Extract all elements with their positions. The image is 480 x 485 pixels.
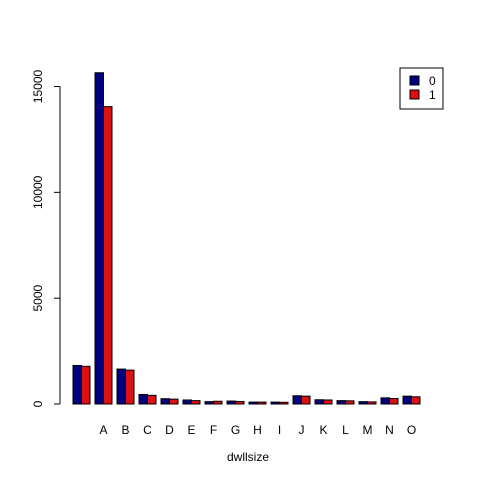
bar-J-series-1 <box>301 395 311 405</box>
bar-O-series-0 <box>402 395 412 405</box>
y-tick-label: 15000 <box>31 70 45 104</box>
bar-A-series-0 <box>94 72 104 405</box>
bar-G-series-0 <box>226 400 236 405</box>
bar-F-series-1 <box>213 400 223 405</box>
bar-O-series-1 <box>411 396 421 405</box>
legend-box <box>399 67 444 110</box>
bar-E-series-1 <box>191 400 201 405</box>
bar-B-series-0 <box>116 368 126 405</box>
x-tick-label-C: C <box>143 423 152 437</box>
legend-swatch-1 <box>409 89 420 100</box>
bar-C-series-1 <box>147 394 157 405</box>
bar-D-series-0 <box>160 398 170 405</box>
x-tick-label-B: B <box>121 423 129 437</box>
legend: 01 <box>399 67 444 110</box>
x-axis-label: dwllsize <box>227 450 269 464</box>
bar-I-series-1 <box>279 401 289 405</box>
x-tick-label-N: N <box>385 423 394 437</box>
y-axis: 0 5000 10000 15000 <box>31 70 61 407</box>
bar-C-series-0 <box>138 393 148 405</box>
y-tick-label: 0 <box>31 400 45 407</box>
x-tick-label-K: K <box>319 423 327 437</box>
x-tick-label-A: A <box>99 423 107 437</box>
bar-H-series-1 <box>257 401 267 405</box>
x-tick-label-O: O <box>407 423 416 437</box>
x-tick-label-E: E <box>187 423 195 437</box>
bar-A-series-1 <box>103 106 113 405</box>
bar-I-series-0 <box>270 401 280 405</box>
x-tick-label-G: G <box>231 423 240 437</box>
bar-J-series-0 <box>292 395 302 405</box>
bar-N-series-0 <box>380 397 390 405</box>
bar-L-series-0 <box>336 400 346 405</box>
bar-M-series-0 <box>358 401 368 405</box>
bar-N-series-1 <box>389 397 399 405</box>
legend-label-1: 1 <box>429 88 436 102</box>
legend-label-0: 0 <box>429 74 436 88</box>
bar-blank-series-1 <box>81 365 91 405</box>
bar-F-series-0 <box>204 401 214 405</box>
bar-G-series-1 <box>235 400 245 405</box>
x-tick-label-L: L <box>342 423 349 437</box>
bar-K-series-1 <box>323 399 333 405</box>
bar-H-series-0 <box>248 401 258 405</box>
bar-B-series-1 <box>125 369 135 405</box>
bar-K-series-0 <box>314 399 324 405</box>
bar-E-series-0 <box>182 399 192 405</box>
bar-blank-series-0 <box>72 364 82 405</box>
x-tick-label-F: F <box>210 423 217 437</box>
bar-L-series-1 <box>345 400 355 405</box>
x-tick-label-M: M <box>363 423 373 437</box>
bar-M-series-1 <box>367 401 377 405</box>
x-tick-label-I: I <box>278 423 281 437</box>
x-tick-label-H: H <box>253 423 262 437</box>
legend-swatch-0 <box>409 75 420 86</box>
bar-D-series-1 <box>169 398 179 405</box>
y-tick-label: 5000 <box>31 285 45 312</box>
x-tick-label-J: J <box>299 423 305 437</box>
x-tick-label-D: D <box>165 423 174 437</box>
y-tick-label: 10000 <box>31 175 45 209</box>
bars <box>72 72 421 405</box>
